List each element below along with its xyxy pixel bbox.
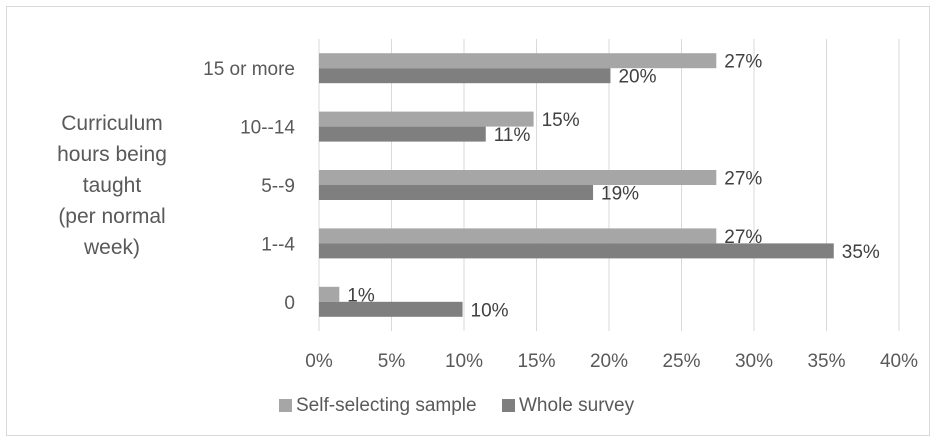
bar bbox=[319, 111, 534, 127]
y-axis-title-line: taught bbox=[83, 174, 142, 197]
data-label: 10% bbox=[471, 300, 509, 321]
data-labels: 27% 20% 15% 11% 27% 19% 27% 35% 1% 10% bbox=[347, 52, 880, 322]
data-label: 27% bbox=[724, 227, 762, 248]
bar bbox=[319, 185, 594, 200]
bar bbox=[319, 301, 463, 317]
category-label: 0 bbox=[284, 293, 295, 314]
y-axis-title-line: week) bbox=[83, 236, 140, 259]
x-tick-label: 20% bbox=[590, 351, 628, 372]
bar bbox=[319, 126, 486, 142]
data-label: 27% bbox=[724, 169, 762, 190]
x-tick-label: 40% bbox=[880, 351, 918, 372]
bar bbox=[319, 53, 717, 69]
legend-swatch bbox=[502, 399, 515, 412]
data-label: 35% bbox=[842, 242, 880, 263]
x-tick-label: 25% bbox=[662, 351, 700, 372]
legend-label: Whole survey bbox=[519, 395, 635, 416]
bar bbox=[319, 243, 834, 259]
category-label: 15 or more bbox=[203, 59, 295, 80]
x-tick-label: 15% bbox=[517, 351, 555, 372]
x-tick-label: 0% bbox=[305, 351, 333, 372]
data-label: 20% bbox=[618, 67, 656, 88]
x-tick-label: 10% bbox=[445, 351, 483, 372]
y-axis-title-line: hours being bbox=[57, 143, 167, 166]
category-label: 10--14 bbox=[240, 118, 295, 139]
data-label: 27% bbox=[724, 52, 762, 73]
y-axis-title: Curriculum hours being taught (per normal we… bbox=[57, 112, 167, 259]
y-axis-title-line: (per normal bbox=[58, 205, 165, 228]
legend-swatch bbox=[279, 399, 292, 412]
bar bbox=[319, 170, 717, 185]
data-label: 19% bbox=[601, 184, 639, 205]
bar bbox=[319, 68, 611, 84]
category-label: 5--9 bbox=[261, 176, 295, 197]
category-labels: 15 or more 10--14 5--9 1--4 0 bbox=[203, 59, 295, 314]
bars bbox=[319, 53, 834, 317]
data-label: 11% bbox=[494, 125, 531, 146]
x-tick-label: 30% bbox=[735, 351, 773, 372]
bar-chart: 27% 20% 15% 11% 27% 19% 27% 35% 1% 10% 15 or more… bbox=[57, 39, 918, 416]
y-axis-title-line: Curriculum bbox=[61, 112, 163, 135]
bar bbox=[319, 286, 340, 302]
x-tick-labels: 0% 5% 10% 15% 20% 25% 30% 35% 40% bbox=[305, 351, 918, 372]
legend-label: Self-selecting sample bbox=[296, 395, 477, 416]
x-tick-label: 5% bbox=[378, 351, 406, 372]
category-label: 1--4 bbox=[261, 234, 295, 255]
data-label: 15% bbox=[542, 110, 580, 131]
x-tick-label: 35% bbox=[807, 351, 845, 372]
bar bbox=[319, 228, 717, 244]
legend: Self-selecting sample Whole survey bbox=[279, 395, 635, 416]
chart-frame: 27% 20% 15% 11% 27% 19% 27% 35% 1% 10% 15 or more… bbox=[6, 6, 930, 436]
data-label: 1% bbox=[347, 285, 375, 306]
